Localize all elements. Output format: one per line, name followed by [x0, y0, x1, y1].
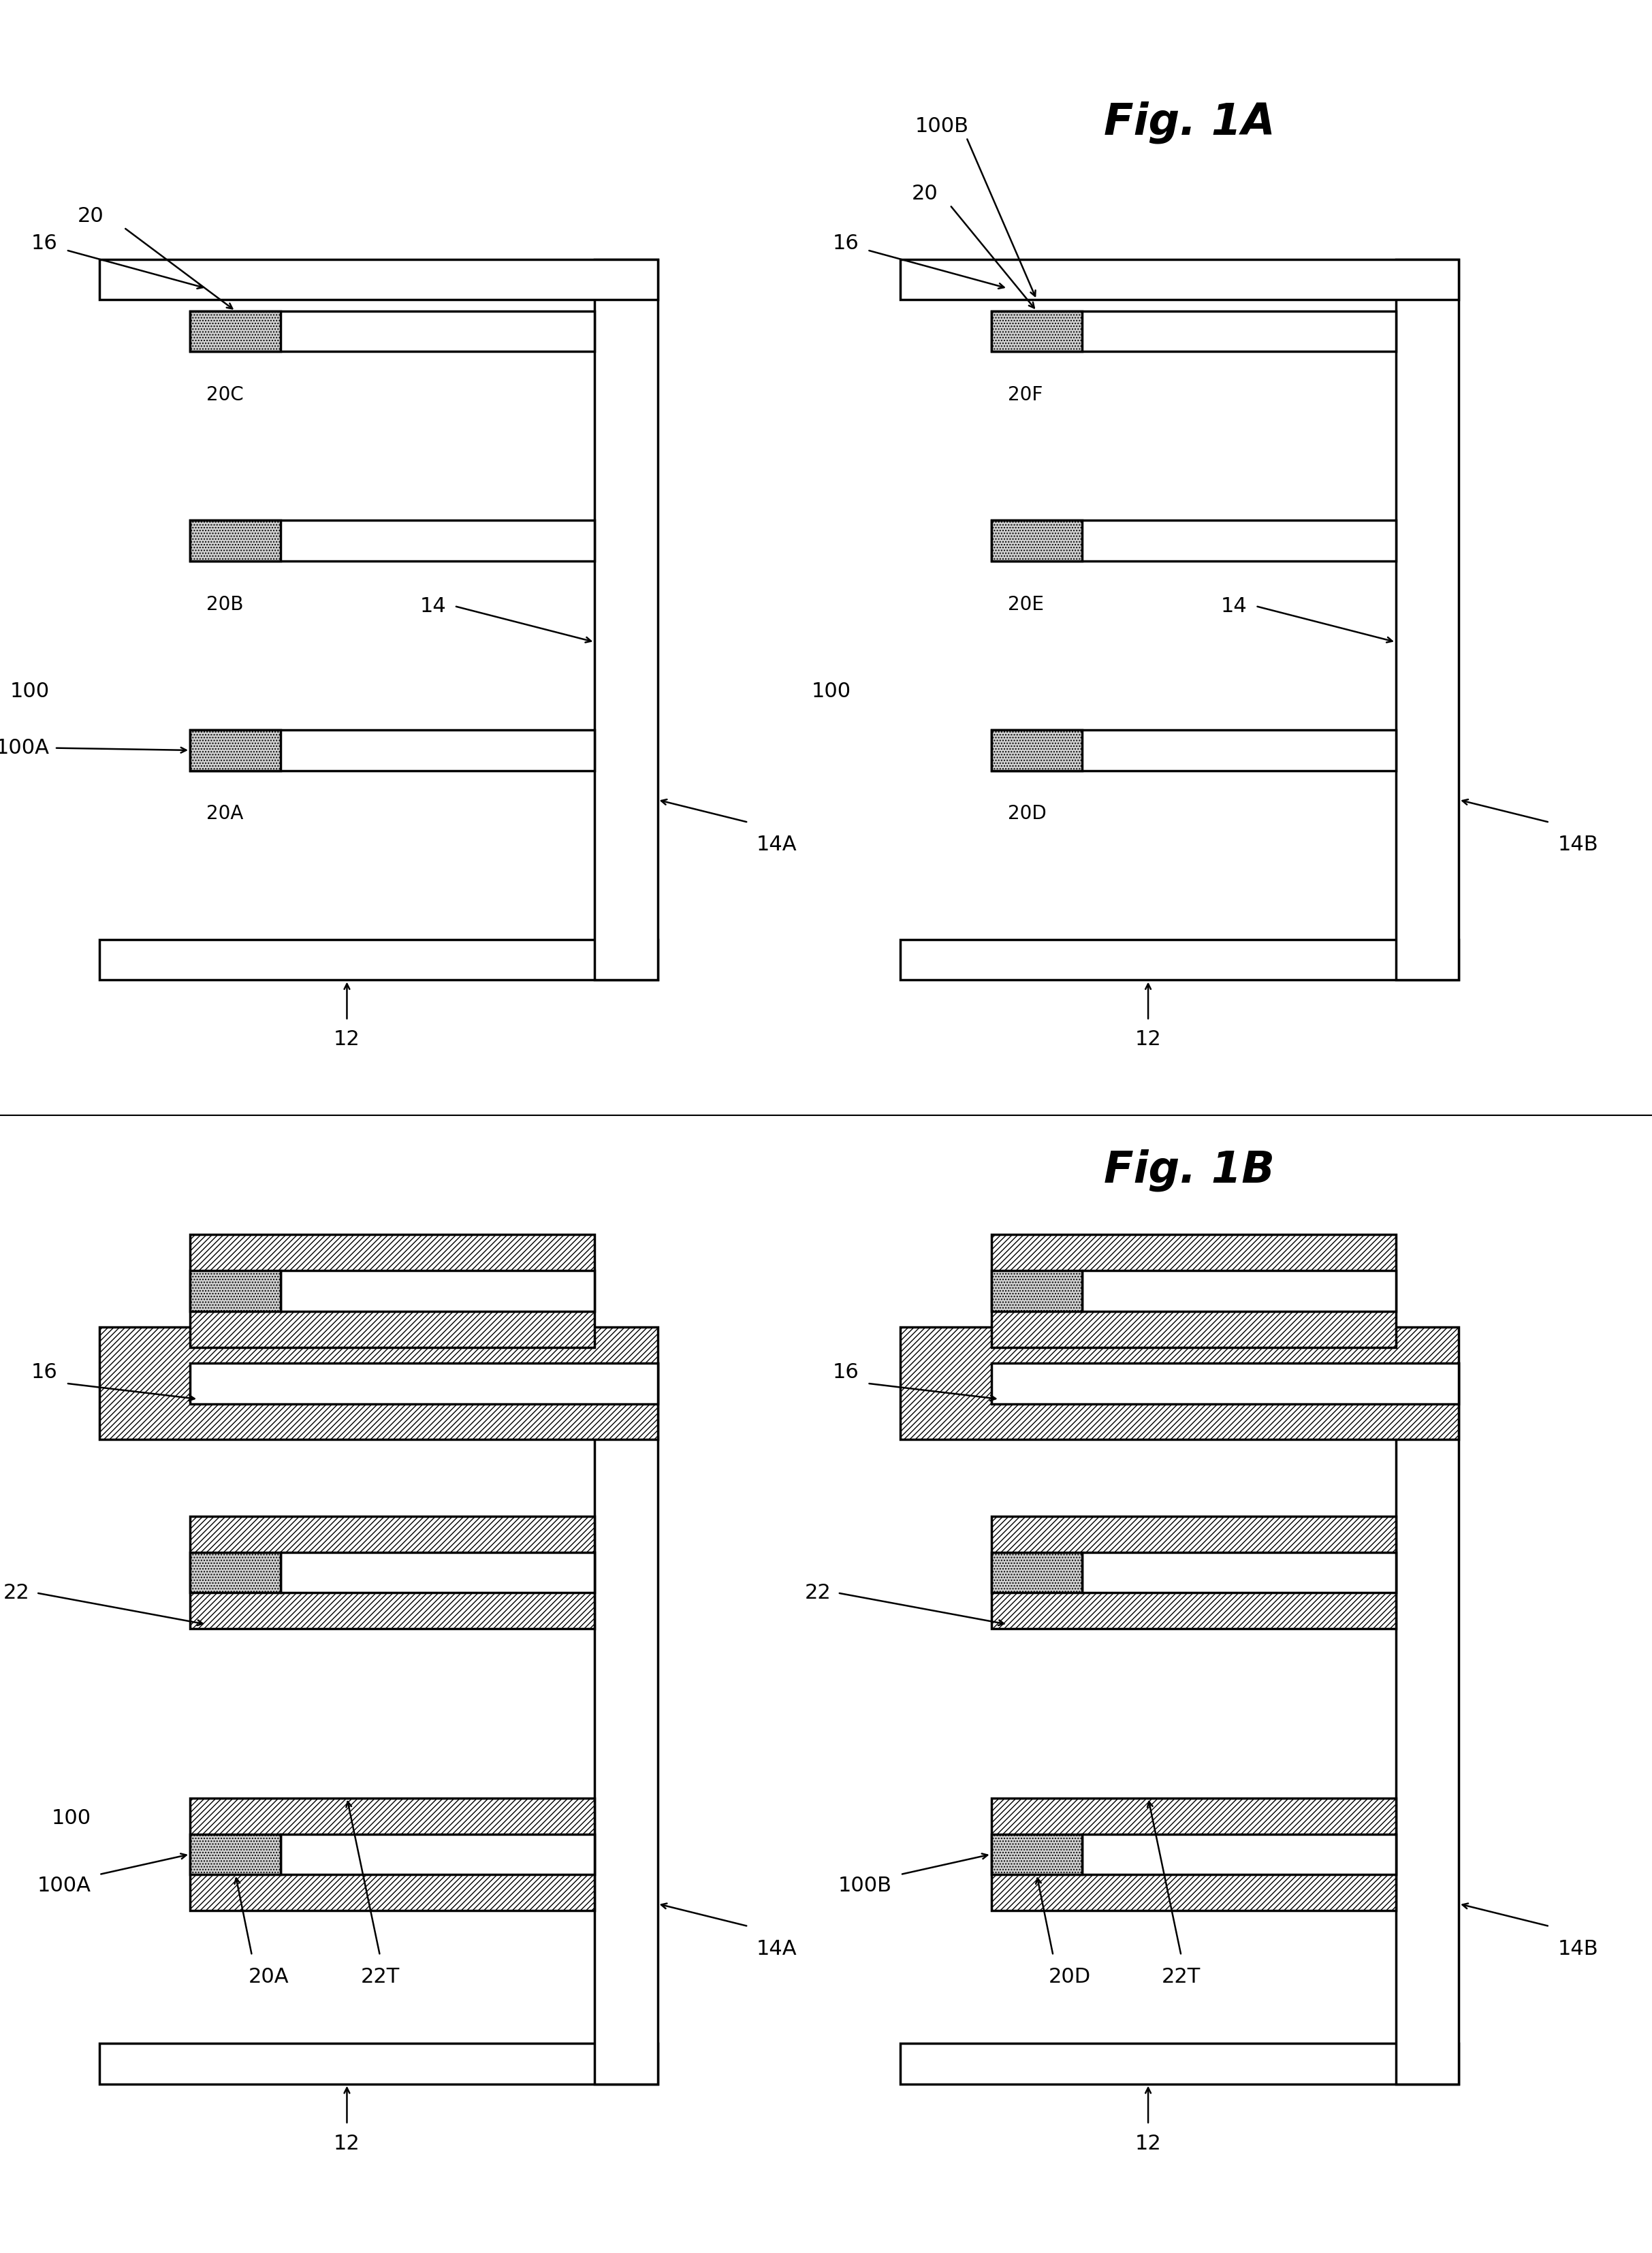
Text: 14: 14 — [420, 597, 446, 615]
Text: 14: 14 — [1221, 597, 1247, 615]
Bar — [991, 1271, 1082, 1311]
Bar — [900, 2043, 1459, 2084]
Bar — [991, 520, 1082, 561]
Text: 16: 16 — [833, 234, 859, 252]
Bar — [190, 730, 281, 771]
Bar — [991, 730, 1396, 771]
Text: 20: 20 — [912, 185, 938, 203]
Bar — [190, 311, 281, 351]
Bar — [190, 520, 595, 561]
Text: 16: 16 — [833, 1363, 859, 1381]
Text: 100B: 100B — [838, 1877, 892, 1895]
Bar — [595, 259, 657, 980]
Text: Fig. 1A: Fig. 1A — [1104, 101, 1275, 144]
Text: 100A: 100A — [36, 1877, 91, 1895]
Bar — [991, 730, 1082, 771]
Text: 14A: 14A — [757, 1940, 798, 1958]
Bar — [190, 1271, 281, 1311]
Text: 22: 22 — [805, 1584, 831, 1602]
Bar — [99, 2043, 657, 2084]
Bar — [190, 1834, 281, 1874]
Bar — [190, 730, 595, 771]
Bar — [190, 1516, 595, 1629]
Bar — [900, 940, 1459, 980]
Text: 16: 16 — [31, 1363, 58, 1381]
Bar — [991, 311, 1396, 351]
Bar — [99, 259, 657, 300]
Bar — [281, 1271, 595, 1311]
Bar — [1082, 1271, 1396, 1311]
Bar — [1396, 1363, 1459, 2084]
Text: 20: 20 — [78, 207, 104, 225]
Text: 22T: 22T — [360, 1967, 400, 1987]
Bar — [991, 1798, 1396, 1911]
Text: 20F: 20F — [1008, 385, 1042, 403]
Text: 16: 16 — [31, 234, 58, 252]
Bar — [991, 520, 1396, 561]
Text: 14B: 14B — [1558, 836, 1599, 854]
Bar — [1082, 1834, 1396, 1874]
Text: 12: 12 — [1135, 1030, 1161, 1050]
Bar — [281, 1834, 595, 1874]
Text: 100A: 100A — [0, 739, 50, 757]
Bar — [991, 311, 1082, 351]
Bar — [991, 1516, 1396, 1629]
Text: Fig. 1B: Fig. 1B — [1104, 1149, 1275, 1192]
Bar — [900, 1327, 1459, 1440]
Text: 100: 100 — [10, 683, 50, 701]
Bar — [991, 1552, 1082, 1593]
Text: 14B: 14B — [1558, 1940, 1599, 1958]
Bar — [991, 1235, 1396, 1347]
Text: 14A: 14A — [757, 836, 798, 854]
Text: 100: 100 — [811, 683, 851, 701]
Bar — [1082, 1552, 1396, 1593]
Bar — [99, 940, 657, 980]
Bar — [281, 1552, 595, 1593]
Text: 100: 100 — [51, 1809, 91, 1827]
Text: 20D: 20D — [1008, 804, 1046, 822]
Bar — [190, 311, 595, 351]
Text: 20A: 20A — [206, 804, 243, 822]
Text: 12: 12 — [334, 1030, 360, 1050]
Text: 20D: 20D — [1049, 1967, 1090, 1987]
Text: 20C: 20C — [206, 385, 244, 403]
Text: 100B: 100B — [915, 117, 968, 135]
Bar — [190, 1235, 595, 1347]
Bar — [190, 1798, 595, 1911]
Bar — [190, 520, 281, 561]
Bar — [1396, 259, 1459, 980]
Text: 20E: 20E — [1008, 595, 1044, 613]
Text: 12: 12 — [1135, 2134, 1161, 2154]
Text: 22T: 22T — [1161, 1967, 1201, 1987]
Bar — [991, 1363, 1459, 1404]
Bar — [99, 1327, 657, 1440]
Text: 20A: 20A — [248, 1967, 289, 1987]
Bar — [190, 1552, 281, 1593]
Bar — [190, 1363, 657, 1404]
Bar — [991, 1834, 1082, 1874]
Bar — [900, 259, 1459, 300]
Bar — [595, 1363, 657, 2084]
Text: 20B: 20B — [206, 595, 243, 613]
Text: 12: 12 — [334, 2134, 360, 2154]
Text: 22: 22 — [3, 1584, 30, 1602]
